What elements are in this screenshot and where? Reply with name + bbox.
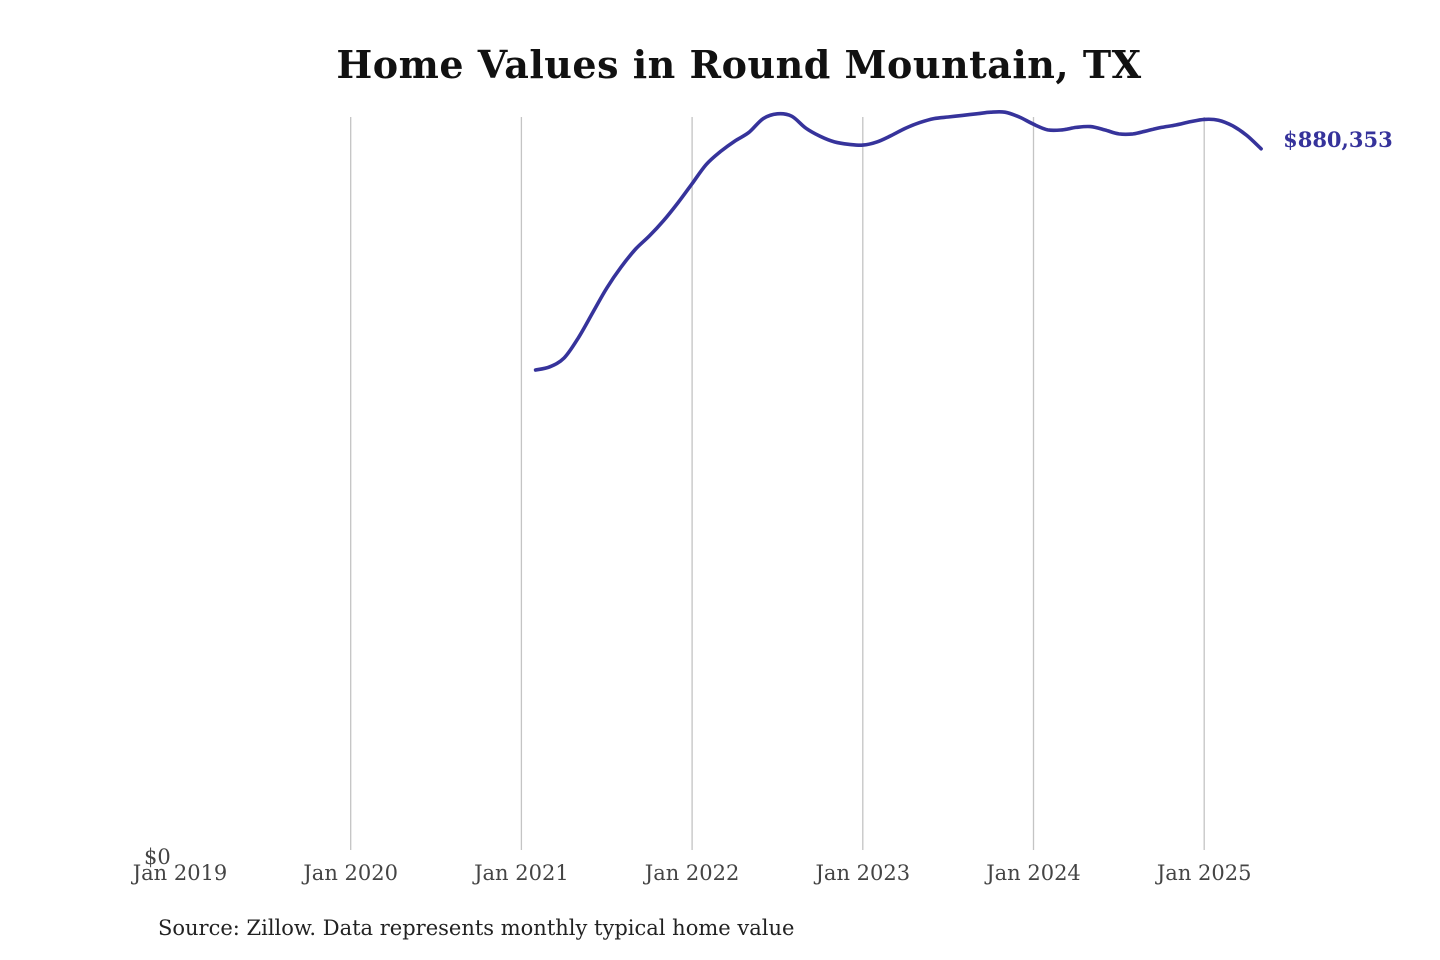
x-tick-label: Jan 2020 <box>301 861 398 885</box>
x-tick-label: Jan 2021 <box>472 861 569 885</box>
x-tick-label: Jan 2022 <box>643 861 740 885</box>
series-line <box>533 109 1263 372</box>
source-note: Source: Zillow. Data represents monthly … <box>158 916 795 940</box>
x-axis-ticks: Jan 2019 Jan 2020 Jan 2021 Jan 2022 Jan 2023… <box>131 861 1252 885</box>
x-tick-label: Jan 2024 <box>984 861 1081 885</box>
x-tick-label: Jan 2025 <box>1155 861 1252 885</box>
x-tick-label: Jan 2019 <box>131 861 228 885</box>
y-tick-label-zero: $0 <box>144 845 171 869</box>
chart-title: Home Values in Round Mountain, TX <box>336 42 1142 87</box>
x-tick-label: Jan 2023 <box>814 861 911 885</box>
gridlines <box>350 117 1205 850</box>
end-value-label: $880,353 <box>1283 127 1393 152</box>
